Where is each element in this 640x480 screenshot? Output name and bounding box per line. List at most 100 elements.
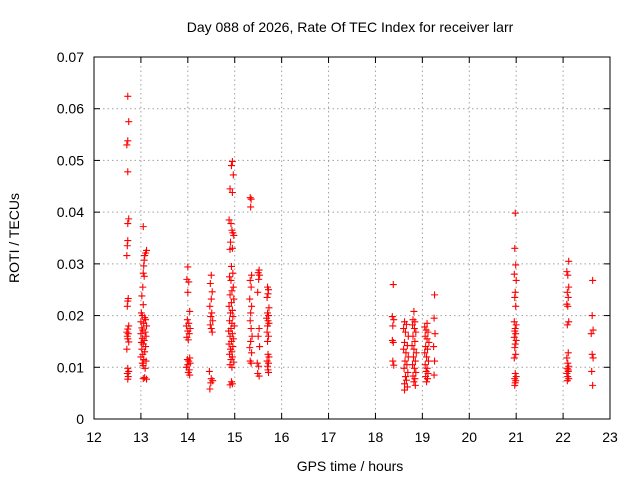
data-point [589, 381, 597, 389]
data-point [227, 238, 235, 246]
data-point [424, 375, 432, 383]
data-point [139, 269, 147, 277]
data-point [563, 268, 571, 276]
data-point [390, 316, 398, 324]
x-tick-label: 21 [508, 429, 524, 445]
data-point [564, 366, 572, 374]
x-tick-label: 13 [133, 429, 149, 445]
data-point [511, 209, 519, 217]
data-point [205, 367, 213, 375]
data-point [140, 272, 148, 280]
data-point [225, 216, 233, 224]
x-tick-label: 23 [602, 429, 618, 445]
data-point [565, 257, 573, 265]
data-point [264, 322, 272, 330]
data-point [512, 276, 520, 284]
y-tick-label: 0.01 [57, 359, 84, 375]
data-point [248, 271, 256, 279]
data-point [412, 328, 420, 336]
data-point [225, 327, 233, 335]
y-tick-labels: 0 0.01 0.02 0.03 0.04 0.05 0.06 0.07 [57, 49, 84, 427]
data-point [401, 328, 409, 336]
data-point [263, 328, 271, 336]
data-point [410, 307, 418, 315]
data-point [255, 372, 263, 380]
data-point [563, 377, 571, 385]
data-point [389, 322, 397, 330]
x-tick-label: 22 [555, 429, 571, 445]
data-point [265, 359, 273, 367]
data-point [247, 325, 255, 332]
grid-lines [94, 57, 610, 419]
data-point [208, 309, 216, 317]
data-point [254, 288, 262, 296]
x-tick-label: 19 [415, 429, 431, 445]
data-point [389, 357, 397, 365]
data-point [390, 361, 398, 369]
data-point [186, 371, 194, 379]
x-tick-label: 18 [368, 429, 384, 445]
data-point [564, 349, 572, 357]
data-point [208, 288, 216, 296]
data-point [125, 322, 133, 330]
data-point [184, 263, 192, 271]
data-point [124, 92, 132, 100]
data-point [246, 295, 254, 303]
data-point [207, 325, 215, 332]
data-point [424, 357, 432, 365]
data-point [511, 381, 519, 389]
data-point [389, 281, 397, 289]
axis-ticks [93, 56, 611, 420]
data-point [124, 137, 132, 145]
data-point [123, 242, 131, 250]
data-point [206, 385, 214, 393]
data-point [125, 215, 133, 223]
data-point [206, 302, 214, 310]
data-point [588, 367, 596, 375]
data-point [512, 261, 520, 269]
data-point [143, 322, 151, 330]
data-point [512, 350, 520, 358]
data-point [229, 283, 237, 291]
data-point [142, 332, 150, 340]
data-point [589, 276, 597, 284]
data-point [225, 302, 233, 310]
data-point [402, 349, 410, 357]
data-point [124, 335, 132, 343]
data-point [226, 185, 234, 193]
data-point [227, 262, 235, 270]
x-tick-label: 12 [86, 429, 102, 445]
data-point [425, 338, 433, 346]
y-tick-label: 0.04 [57, 204, 84, 220]
data-point [206, 280, 214, 288]
data-point [123, 252, 131, 260]
data-point [227, 220, 235, 228]
data-point [588, 350, 596, 358]
data-point [402, 376, 410, 384]
data-point [423, 353, 431, 361]
data-point [184, 336, 192, 344]
data-point [410, 325, 418, 332]
data-point [206, 321, 214, 329]
data-point [265, 304, 273, 312]
data-point [139, 301, 147, 309]
data-point [410, 345, 418, 353]
data-point [265, 353, 273, 361]
data-point [124, 375, 132, 383]
data-point [409, 332, 417, 340]
data-point [411, 357, 419, 365]
data-point [124, 168, 132, 176]
data-point [247, 283, 255, 291]
x-tick-label: 16 [274, 429, 290, 445]
data-point [247, 309, 255, 317]
data-point [424, 345, 432, 353]
data-point [139, 375, 147, 383]
data-point [510, 354, 518, 362]
data-point [424, 328, 432, 336]
data-point [423, 364, 431, 372]
data-point [564, 302, 572, 310]
data-point [254, 332, 262, 340]
data-point [256, 343, 264, 351]
data-point [431, 330, 439, 338]
data-point [226, 291, 234, 299]
